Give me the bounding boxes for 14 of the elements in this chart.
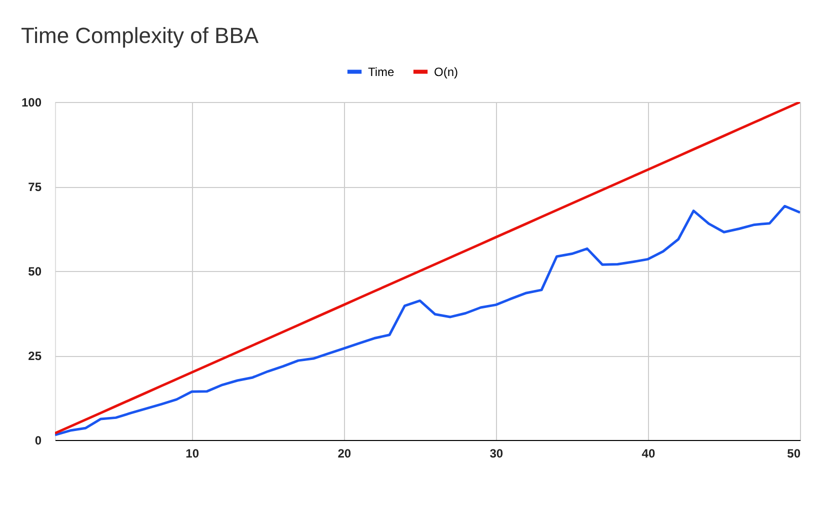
x-tick-label: 20 xyxy=(338,446,352,460)
x-tick-label: 50 xyxy=(787,446,801,460)
y-tick-label: 50 xyxy=(28,264,42,278)
x-tick-label: 10 xyxy=(186,446,200,460)
y-tick-label: 0 xyxy=(34,434,42,448)
chart-title: Time Complexity of BBA xyxy=(20,23,259,48)
y-tick-label: 25 xyxy=(28,349,42,363)
legend-label: O(n) xyxy=(434,64,458,79)
x-tick-label: 40 xyxy=(642,446,656,460)
y-tick-label: 100 xyxy=(21,96,42,110)
x-tick-label: 30 xyxy=(490,446,504,460)
legend-label: Time xyxy=(368,64,395,79)
line-series xyxy=(55,204,800,436)
y-tick-label: 75 xyxy=(28,180,42,194)
